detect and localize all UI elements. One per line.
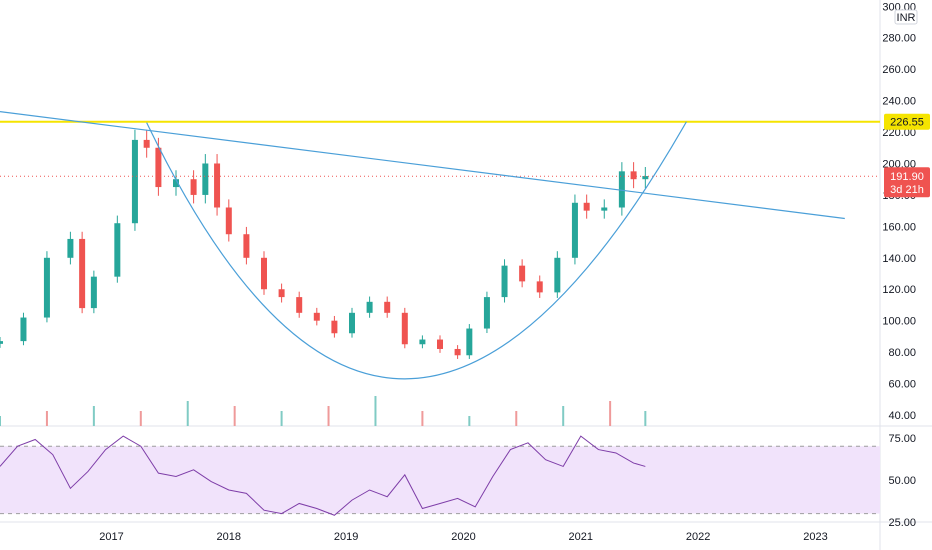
rsi-tick-label: 25.00 (888, 517, 916, 529)
price-tick-label: 220.00 (882, 127, 916, 139)
candle-body (155, 147, 162, 188)
price-tick-label: 120.00 (882, 284, 916, 296)
candle-body (618, 171, 625, 208)
last-price-tag (884, 167, 930, 198)
price-tick-label: 140.00 (882, 253, 916, 265)
volume-bar (327, 406, 330, 426)
price-tick-label: 80.00 (888, 347, 916, 359)
candle-body (366, 301, 373, 313)
volume-bar (562, 406, 565, 426)
candle-body (261, 257, 267, 290)
time-tick-label: 2020 (451, 531, 475, 543)
volume-bar (186, 401, 189, 426)
rsi-tick-label: 75.00 (888, 433, 916, 445)
price-tick-label: 280.00 (882, 33, 916, 45)
price-tick-label: 240.00 (882, 96, 916, 108)
volume-bar (280, 411, 283, 426)
time-tick-label: 2022 (686, 531, 710, 543)
cup-curve (146, 121, 687, 380)
candle-body (554, 257, 561, 293)
candle-body (225, 207, 232, 235)
candle-body (437, 339, 443, 349)
candle-body (401, 312, 408, 345)
last-price-label: 191.90 (890, 171, 924, 183)
volume-bar (421, 411, 424, 426)
trendline (0, 111, 845, 220)
candle-body (630, 171, 637, 180)
candle-body (67, 238, 74, 258)
candle-body (501, 265, 508, 298)
candle-body (214, 163, 221, 208)
volume-bar (0, 416, 1, 426)
candle-body (536, 281, 543, 293)
candle-body (0, 341, 3, 344)
time-tick-label: 2023 (803, 531, 827, 543)
candle-body (131, 139, 138, 224)
candle-body (331, 320, 338, 334)
volume-bar (515, 411, 518, 426)
volume-bar (45, 411, 48, 426)
candle-body (243, 234, 250, 258)
volume-bar (468, 416, 471, 426)
candle-body (190, 179, 197, 195)
candle-body (454, 348, 461, 356)
candle-body (384, 301, 391, 313)
candle-body (483, 297, 490, 329)
candle-body (571, 202, 578, 258)
candle-body (79, 238, 86, 309)
level-tag (884, 113, 930, 130)
time-tick-label: 2018 (217, 531, 241, 543)
currency-box (894, 9, 918, 25)
candle-body (114, 223, 121, 277)
volume-bar (374, 396, 377, 426)
level-tag-label: 226.55 (890, 117, 924, 129)
candle-body (43, 257, 50, 318)
volume-bar (644, 411, 647, 426)
volume-bar (233, 406, 236, 426)
candle-body (519, 265, 526, 282)
candle-body (419, 339, 426, 345)
volume-bar (139, 411, 142, 426)
rsi-line (0, 435, 646, 516)
price-tick-label: 100.00 (882, 316, 916, 328)
candle-body (583, 202, 590, 211)
rsi-tick-label: 50.00 (888, 475, 916, 487)
candle-body (20, 317, 27, 342)
price-tick-label: 60.00 (888, 379, 916, 391)
candle-body (601, 207, 608, 211)
candle-body (90, 276, 97, 309)
rsi-band (0, 446, 880, 514)
time-tick-label: 2021 (569, 531, 593, 543)
candle-body (296, 297, 303, 313)
time-tick-label: 2019 (334, 531, 358, 543)
time-tick-label: 2017 (99, 531, 123, 543)
candle-body (349, 312, 355, 334)
price-tick-label: 160.00 (882, 221, 916, 233)
candle-body (143, 139, 150, 148)
volume-bar (609, 401, 612, 426)
countdown-label: 3d 21h (890, 184, 924, 196)
price-tick-label: 260.00 (882, 64, 916, 76)
candle-body (278, 289, 285, 298)
currency-label: INR (897, 12, 916, 24)
candle-body (313, 312, 320, 321)
price-tick-label: 40.00 (888, 410, 916, 422)
candle-body (173, 179, 179, 188)
volume-bar (92, 406, 95, 426)
candle-body (202, 163, 209, 195)
candle-body (642, 176, 649, 180)
candle-body (466, 328, 473, 356)
